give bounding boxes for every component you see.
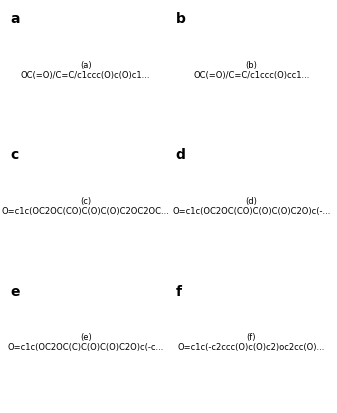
Text: (b)
OC(=O)/C=C/c1ccc(O)cc1...: (b) OC(=O)/C=C/c1ccc(O)cc1...: [193, 61, 310, 80]
Text: d: d: [176, 148, 185, 162]
Text: (a)
OC(=O)/C=C/c1ccc(O)c(O)c1...: (a) OC(=O)/C=C/c1ccc(O)c(O)c1...: [21, 61, 150, 80]
Text: (c)
O=c1c(OC2OC(CO)C(O)C(O)C2OC2OC...: (c) O=c1c(OC2OC(CO)C(O)C(O)C2OC2OC...: [2, 197, 170, 216]
Text: f: f: [176, 285, 182, 299]
Text: (f)
O=c1c(-c2ccc(O)c(O)c2)oc2cc(O)...: (f) O=c1c(-c2ccc(O)c(O)c2)oc2cc(O)...: [178, 333, 325, 352]
Text: (d)
O=c1c(OC2OC(CO)C(O)C(O)C2O)c(-...: (d) O=c1c(OC2OC(CO)C(O)C(O)C2O)c(-...: [172, 197, 331, 216]
Text: (e)
O=c1c(OC2OC(C)C(O)C(O)C2O)c(-c...: (e) O=c1c(OC2OC(C)C(O)C(O)C2O)c(-c...: [7, 333, 164, 352]
Text: e: e: [10, 285, 20, 299]
Text: a: a: [10, 12, 20, 26]
Text: c: c: [10, 148, 18, 162]
Text: b: b: [176, 12, 185, 26]
